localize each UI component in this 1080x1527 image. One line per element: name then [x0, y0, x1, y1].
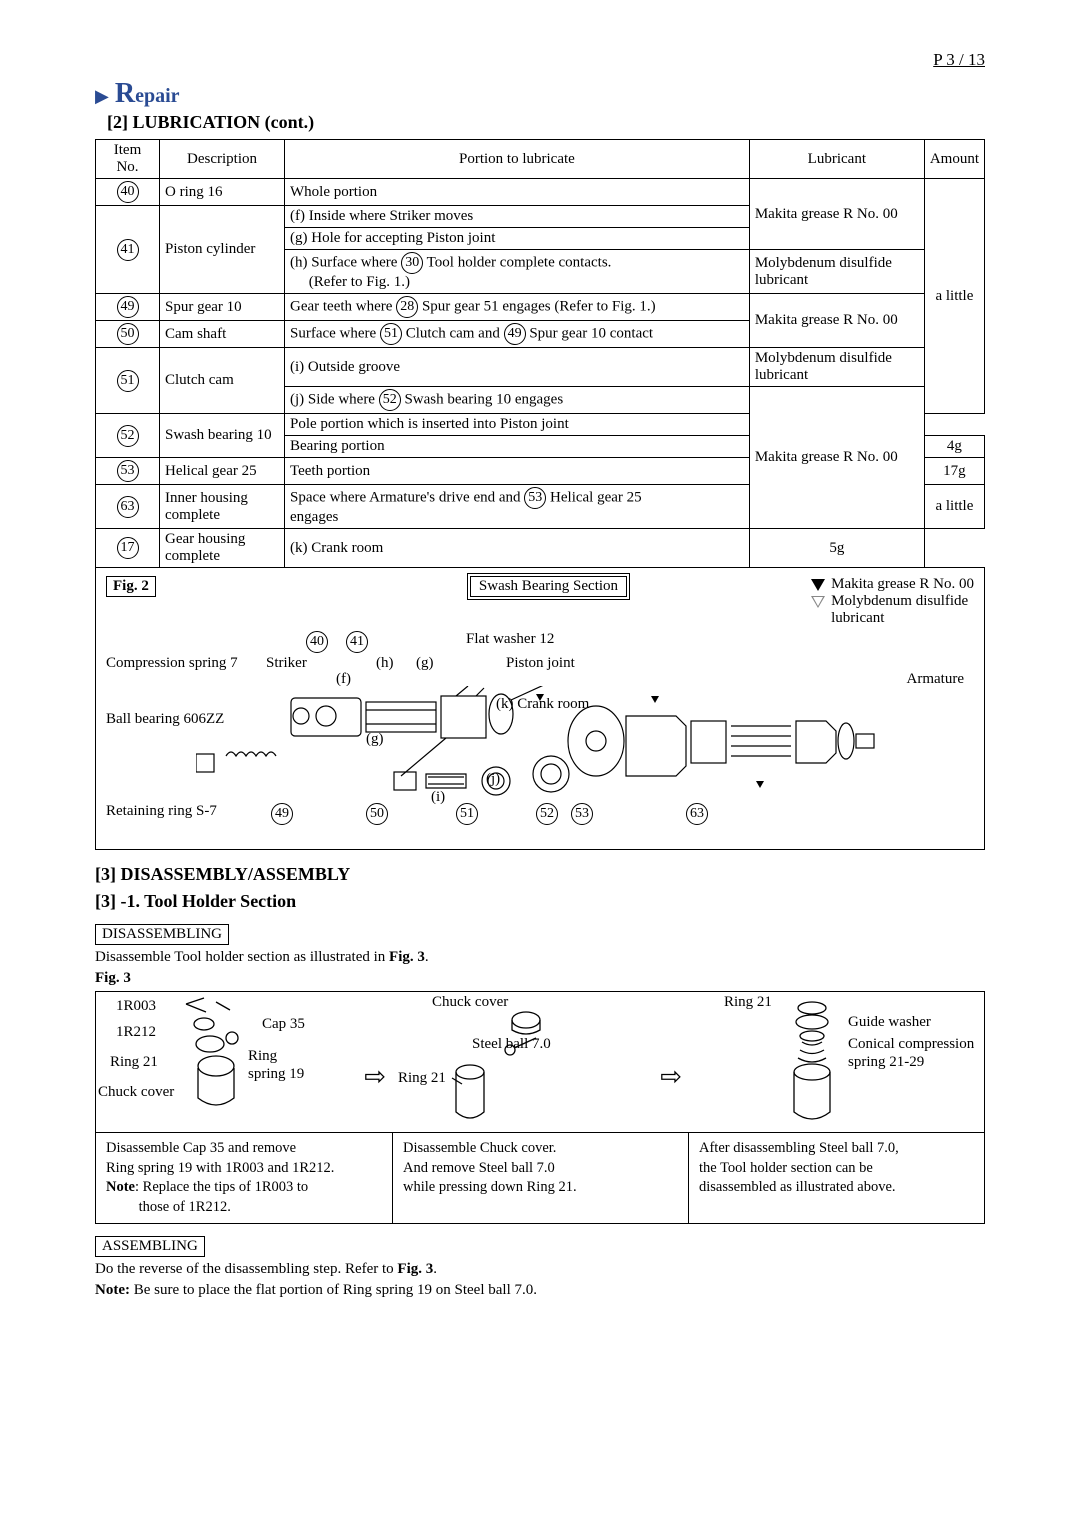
th-amount: Amount — [924, 140, 984, 179]
desc: Inner housingcomplete — [160, 485, 285, 529]
section3-title: [3] DISASSEMBLY/ASSEMBLY — [95, 864, 985, 885]
assembling-label: ASSEMBLING — [95, 1236, 205, 1257]
portion: Pole portion which is inserted into Pist… — [285, 414, 750, 436]
tool-sketch-icon — [784, 998, 854, 1128]
item-no: 49 — [117, 296, 139, 318]
fig2-legend: Makita grease R No. 00 Molybdenum disulf… — [811, 576, 974, 627]
lubrication-table: Item No. Description Portion to lubricat… — [95, 139, 985, 568]
portion: (g) Hole for accepting Piston joint — [285, 228, 750, 250]
fig3-notes: Disassemble Cap 35 and remove Ring sprin… — [96, 1132, 984, 1223]
item-no: 40 — [117, 181, 139, 203]
item-no: 51 — [117, 370, 139, 392]
tool-sketch-icon — [176, 996, 256, 1116]
th-item: Item No. — [96, 140, 160, 179]
portion: Whole portion — [285, 179, 750, 206]
lubricant: Makita grease R No. 00 — [749, 179, 924, 250]
table-row: 40 O ring 16 Whole portion Makita grease… — [96, 179, 985, 206]
item-no: 41 — [117, 239, 139, 261]
fig2-label: Fig. 2 — [106, 576, 156, 597]
desc: Cam shaft — [160, 321, 285, 348]
item-no: 53 — [117, 460, 139, 482]
table-header-row: Item No. Description Portion to lubricat… — [96, 140, 985, 179]
desc: O ring 16 — [160, 179, 285, 206]
portion: Gear teeth where 28 Spur gear 51 engages… — [285, 294, 750, 321]
fig3-col1: 1R003 1R212 Ring 21 Chuck cover Cap 35 R… — [96, 992, 392, 1132]
repair-heading-row: ▶ Repair — [95, 78, 985, 110]
amount: 4g — [924, 436, 984, 458]
portion: Teeth portion — [285, 458, 750, 485]
desc: Swash bearing 10 — [160, 414, 285, 458]
section-lubrication-title: [2] LUBRICATION (cont.) — [107, 112, 985, 133]
disassembling-text: Disassemble Tool holder section as illus… — [95, 949, 985, 966]
amount: 17g — [924, 458, 984, 485]
arrow-icon: ▶ — [95, 86, 109, 107]
section3-1-title: [3] -1. Tool Holder Section — [95, 891, 985, 912]
section-3: [3] DISASSEMBLY/ASSEMBLY [3] -1. Tool Ho… — [95, 864, 985, 1299]
fig2-diagram: 40 41 Flat washer 12 Compression spring … — [106, 631, 974, 831]
arrow-right-icon: ⇨ — [660, 1062, 682, 1092]
portion: Space where Armature's drive end and 53 … — [285, 485, 750, 529]
disassembling-label: DISASSEMBLING — [95, 924, 229, 945]
th-lubricant: Lubricant — [749, 140, 924, 179]
fig3-col2: Chuck cover Steel ball 7.0 Ring 21 ⇨ — [392, 992, 688, 1132]
th-portion: Portion to lubricate — [285, 140, 750, 179]
item-no: 17 — [117, 537, 139, 559]
portion: (h) Surface where 30 Tool holder complet… — [285, 250, 750, 294]
item-no: 50 — [117, 323, 139, 345]
portion: (f) Inside where Striker moves — [285, 206, 750, 228]
fig3-note: Disassemble Chuck cover. And remove Stee… — [392, 1133, 688, 1223]
triangle-hollow-icon — [811, 596, 825, 608]
fig3-col3: Ring 21 Guide washer Conical compression… — [688, 992, 984, 1132]
fig3-container: 1R003 1R212 Ring 21 Chuck cover Cap 35 R… — [95, 991, 985, 1224]
desc: Spur gear 10 — [160, 294, 285, 321]
portion: (j) Side where 52 Swash bearing 10 engag… — [285, 387, 750, 414]
fig3-label: Fig. 3 — [95, 970, 985, 987]
lubricant: Makita grease R No. 00 — [749, 387, 924, 529]
table-row: 17 Gear housingcomplete (k) Crank room 5… — [96, 529, 985, 568]
page-number: P 3 / 13 — [95, 50, 985, 70]
desc: Piston cylinder — [160, 206, 285, 294]
fig2-title: Swash Bearing Section — [470, 576, 627, 597]
desc: Gear housingcomplete — [160, 529, 285, 568]
arrow-right-icon: ⇨ — [364, 1062, 386, 1092]
desc: Helical gear 25 — [160, 458, 285, 485]
amount: 5g — [749, 529, 924, 568]
fig3-note: After disassembling Steel ball 7.0, the … — [688, 1133, 984, 1223]
tool-sketch-icon — [448, 1006, 548, 1126]
portion: (k) Crank room — [285, 529, 750, 568]
lubricant: Makita grease R No. 00 — [749, 294, 924, 348]
item-no: 63 — [117, 496, 139, 518]
mechanical-schematic-icon — [196, 686, 876, 801]
lubricant: Molybdenum disulfide lubricant — [749, 250, 924, 294]
lubricant: Molybdenum disulfide lubricant — [749, 348, 924, 387]
desc: Clutch cam — [160, 348, 285, 414]
repair-heading: Repair — [115, 78, 180, 110]
portion: Surface where 51 Clutch cam and 49 Spur … — [285, 321, 750, 348]
item-no: 52 — [117, 425, 139, 447]
assembling-text: Do the reverse of the disassembling step… — [95, 1261, 985, 1278]
table-row: 49 Spur gear 10 Gear teeth where 28 Spur… — [96, 294, 985, 321]
portion: (i) Outside groove — [285, 348, 750, 387]
amount: a little — [924, 179, 984, 414]
fig3-note: Disassemble Cap 35 and remove Ring sprin… — [96, 1133, 392, 1223]
table-row: 51 Clutch cam (i) Outside groove Molybde… — [96, 348, 985, 387]
portion: Bearing portion — [285, 436, 750, 458]
fig2-box: Fig. 2 Swash Bearing Section Makita grea… — [95, 567, 985, 850]
th-desc: Description — [160, 140, 285, 179]
triangle-filled-icon — [811, 579, 825, 591]
assembling-note: Note: Be sure to place the flat portion … — [95, 1282, 985, 1299]
amount: a little — [924, 485, 984, 529]
